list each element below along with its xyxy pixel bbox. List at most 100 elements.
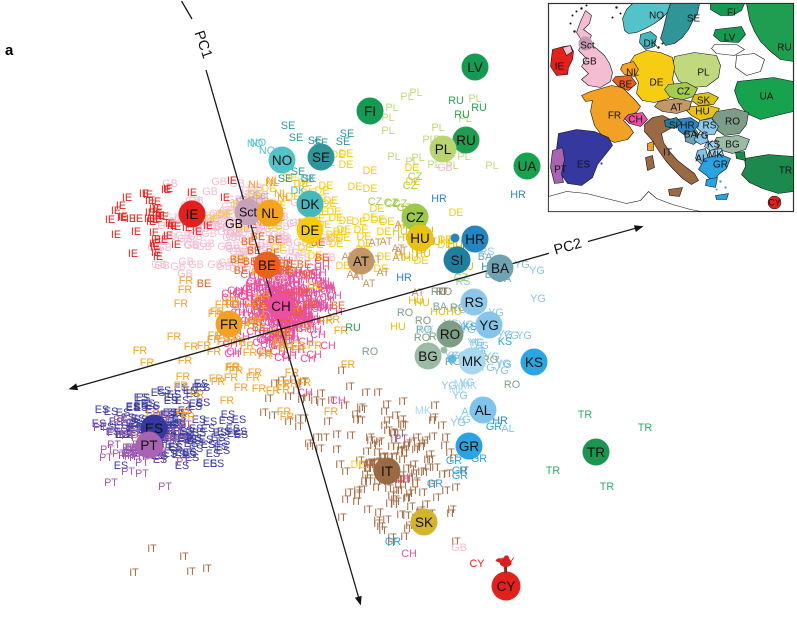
svg-text:IE: IE <box>182 222 192 234</box>
svg-text:FR: FR <box>179 275 194 287</box>
svg-text:DE: DE <box>406 176 421 188</box>
svg-text:PL: PL <box>445 160 458 172</box>
svg-text:CH: CH <box>295 309 311 321</box>
svg-text:BE: BE <box>279 258 293 270</box>
svg-text:NL: NL <box>261 206 279 221</box>
svg-text:RU: RU <box>345 322 361 334</box>
svg-text:IE: IE <box>126 213 136 225</box>
svg-text:IT: IT <box>443 468 453 480</box>
svg-text:FR: FR <box>252 383 267 395</box>
svg-text:IT: IT <box>447 504 457 516</box>
svg-text:CH: CH <box>330 395 346 407</box>
svg-text:IT: IT <box>421 435 431 447</box>
svg-text:FR: FR <box>291 340 306 352</box>
svg-text:GR: GR <box>452 465 468 477</box>
svg-text:GB: GB <box>183 239 199 251</box>
svg-text:CH: CH <box>264 331 280 343</box>
svg-text:IT: IT <box>389 428 399 440</box>
svg-text:CH: CH <box>297 387 313 399</box>
svg-text:CH: CH <box>299 321 315 333</box>
svg-text:GB: GB <box>225 243 241 255</box>
svg-text:ES: ES <box>203 416 217 428</box>
svg-text:FR: FR <box>178 355 193 367</box>
svg-text:KS: KS <box>463 321 477 333</box>
svg-text:MK: MK <box>449 384 466 396</box>
svg-text:BE: BE <box>301 269 315 281</box>
svg-text:FR: FR <box>259 348 274 360</box>
svg-text:LV: LV <box>467 60 483 75</box>
svg-text:IT: IT <box>409 485 419 497</box>
svg-text:IE: IE <box>161 184 171 196</box>
svg-text:DE: DE <box>308 250 323 262</box>
svg-text:DE: DE <box>262 183 277 195</box>
svg-text:IT: IT <box>270 378 280 390</box>
svg-text:IT: IT <box>402 493 412 505</box>
svg-text:CH: CH <box>234 331 250 343</box>
svg-text:CY: CY <box>470 558 485 570</box>
svg-text:DE: DE <box>272 242 287 254</box>
svg-text:YG: YG <box>469 337 485 349</box>
svg-text:BE: BE <box>283 259 297 271</box>
svg-text:ES: ES <box>100 421 114 433</box>
svg-text:DE: DE <box>327 206 342 218</box>
svg-text:CH: CH <box>295 311 311 323</box>
svg-text:FR: FR <box>256 291 271 303</box>
svg-text:ES: ES <box>128 422 142 434</box>
svg-text:TR: TR <box>587 445 605 460</box>
svg-text:CH: CH <box>306 324 322 336</box>
svg-text:DE: DE <box>336 232 351 244</box>
svg-text:ES: ES <box>227 428 241 440</box>
svg-text:CH: CH <box>310 329 326 341</box>
svg-text:ES: ES <box>164 395 178 407</box>
svg-text:CH: CH <box>270 340 286 352</box>
svg-text:YG: YG <box>530 293 546 305</box>
svg-text:CH: CH <box>256 334 272 346</box>
svg-text:IT: IT <box>372 482 382 494</box>
svg-text:PT: PT <box>168 426 182 438</box>
svg-text:AL: AL <box>695 154 708 165</box>
svg-text:FR: FR <box>297 377 312 389</box>
svg-text:ES: ES <box>172 449 186 461</box>
svg-text:DE: DE <box>322 198 337 210</box>
svg-text:IT: IT <box>386 452 396 464</box>
svg-text:CH: CH <box>316 280 332 292</box>
svg-text:CH: CH <box>269 283 285 295</box>
svg-text:IT: IT <box>341 466 351 478</box>
svg-text:CH: CH <box>283 323 299 335</box>
svg-text:IT: IT <box>421 499 431 511</box>
svg-text:RU: RU <box>454 109 470 121</box>
svg-text:NL: NL <box>248 179 262 191</box>
svg-text:BE: BE <box>331 300 345 312</box>
svg-text:GB: GB <box>256 227 272 239</box>
svg-text:GB: GB <box>218 257 234 269</box>
svg-text:IE: IE <box>167 220 177 232</box>
svg-text:DE: DE <box>337 224 352 236</box>
svg-text:CH: CH <box>294 294 310 306</box>
svg-text:GB: GB <box>214 221 230 233</box>
svg-text:GB: GB <box>251 191 267 203</box>
svg-text:CH: CH <box>273 274 289 286</box>
svg-text:IT: IT <box>320 432 330 444</box>
svg-text:IT: IT <box>451 536 461 548</box>
svg-text:CH: CH <box>320 340 336 352</box>
svg-text:IT: IT <box>358 484 368 496</box>
svg-text:IT: IT <box>373 447 383 459</box>
svg-text:CH: CH <box>252 337 268 349</box>
svg-text:DE: DE <box>371 214 386 226</box>
svg-text:IT: IT <box>411 478 421 490</box>
svg-text:PL: PL <box>411 152 424 164</box>
svg-text:ES: ES <box>172 419 186 431</box>
svg-text:IE: IE <box>203 220 213 232</box>
svg-text:CZ: CZ <box>406 210 424 225</box>
svg-text:AT: AT <box>395 245 408 257</box>
svg-text:FR: FR <box>272 340 287 352</box>
svg-text:PT: PT <box>100 444 114 456</box>
svg-text:GB: GB <box>165 212 181 224</box>
svg-text:ES: ES <box>187 435 201 447</box>
svg-text:IE: IE <box>555 62 565 73</box>
svg-text:IT: IT <box>438 469 448 481</box>
svg-text:SE: SE <box>687 14 701 25</box>
svg-text:CH: CH <box>221 292 237 304</box>
svg-text:CH: CH <box>311 275 327 287</box>
svg-text:CH: CH <box>302 299 318 311</box>
